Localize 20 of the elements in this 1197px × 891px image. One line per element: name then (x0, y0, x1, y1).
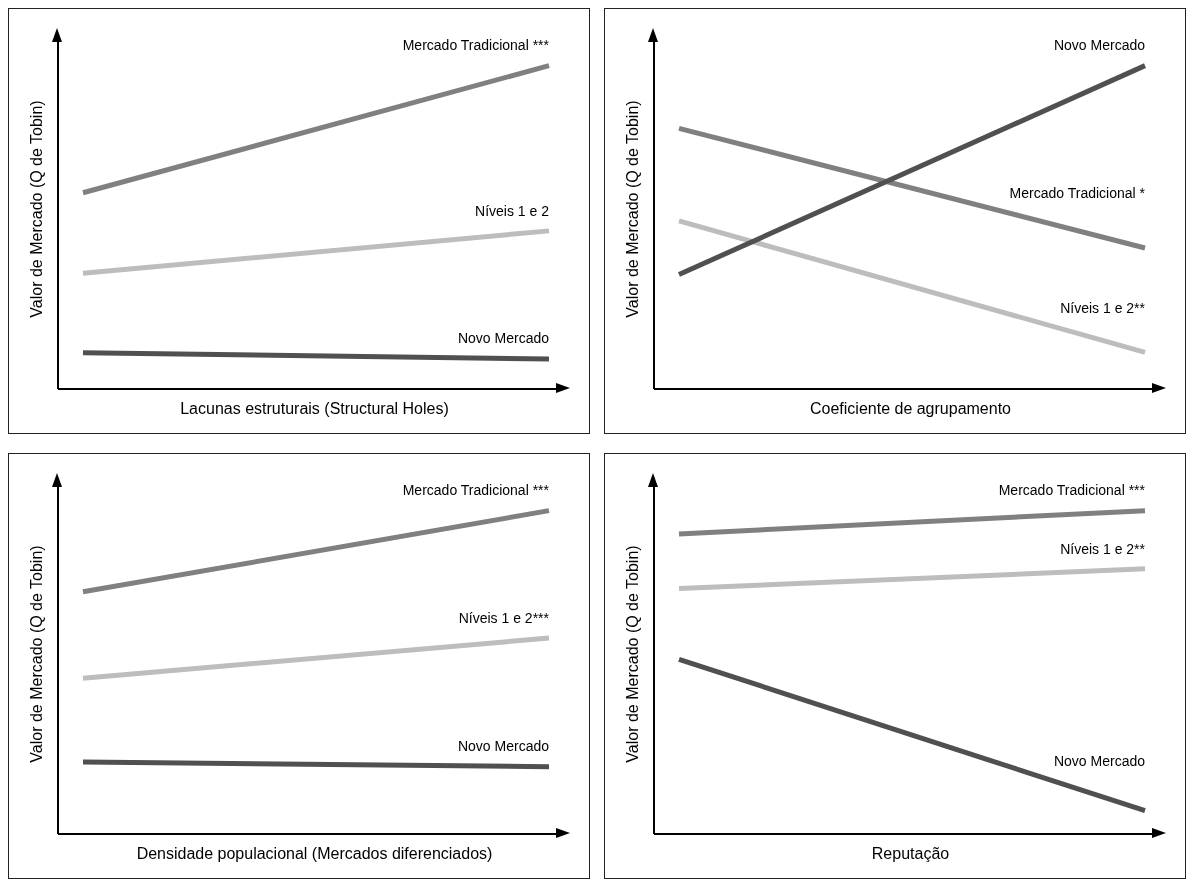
series-label: Mercado Tradicional *** (402, 482, 550, 499)
series-label: Novo Mercado (1053, 753, 1146, 770)
series-label: Mercado Tradicional * (1009, 185, 1146, 202)
series-label: Novo Mercado (457, 329, 550, 346)
y-axis-title: Valor de Mercado (Q de Tobin) (624, 545, 642, 763)
x-axis-title: Coeficiente de agrupamento (809, 400, 1012, 418)
y-axis-title: Valor de Mercado (Q de Tobin) (624, 100, 642, 318)
series-label: Novo Mercado (457, 737, 550, 754)
series-label: Níveis 1 e 2*** (458, 609, 550, 626)
y-axis-title: Valor de Mercado (Q de Tobin) (28, 100, 46, 318)
y-axis-title: Valor de Mercado (Q de Tobin) (28, 545, 46, 763)
series-label: Níveis 1 e 2 (475, 202, 550, 219)
x-axis-title: Reputação (871, 845, 950, 863)
series-label: Mercado Tradicional *** (998, 482, 1146, 499)
series-label: Mercado Tradicional *** (402, 37, 550, 54)
x-axis-title: Lacunas estruturais (Structural Holes) (180, 400, 449, 418)
series-label: Níveis 1 e 2** (1060, 540, 1146, 557)
series-label: Níveis 1 e 2** (1060, 300, 1146, 317)
series-label: Novo Mercado (1053, 37, 1146, 54)
x-axis-title: Densidade populacional (Mercados diferenciados) (136, 845, 493, 863)
